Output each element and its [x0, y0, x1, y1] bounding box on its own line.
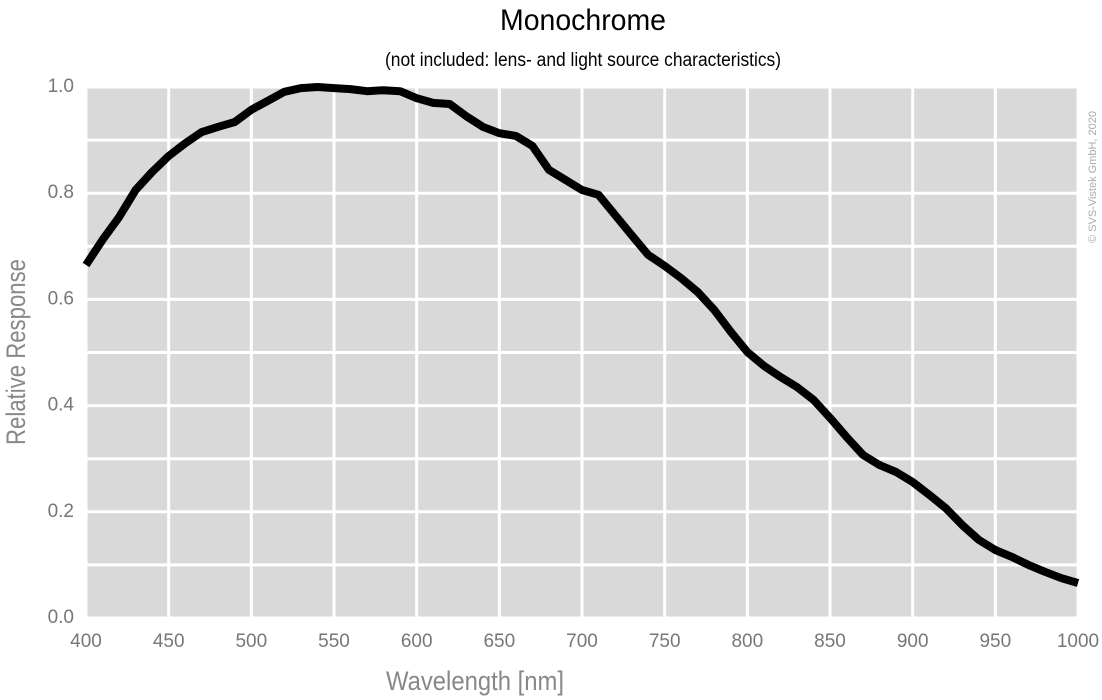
chart-title: Monochrome — [500, 4, 666, 37]
x-tick-label: 500 — [235, 631, 267, 652]
copyright: © SVS-Vistek GmbH, 2020 — [1087, 111, 1099, 243]
y-tick-label: 0.0 — [48, 607, 74, 628]
x-axis-label: Wavelength [nm] — [386, 666, 564, 696]
y-tick-label: 0.8 — [48, 182, 74, 203]
response-line — [82, 83, 1080, 587]
x-tick-label: 800 — [731, 631, 763, 652]
x-tick-label: 700 — [566, 631, 598, 652]
y-tick-label: 0.2 — [48, 501, 74, 522]
y-tick-label: 1.0 — [48, 76, 74, 97]
y-tick-label: 0.6 — [48, 288, 74, 309]
x-tick-label: 450 — [153, 631, 185, 652]
x-tick-label: 850 — [814, 631, 846, 652]
x-tick-label: 400 — [70, 631, 102, 652]
chart-subtitle: (not included: lens- and light source ch… — [385, 50, 781, 71]
x-tick-label: 550 — [318, 631, 350, 652]
y-axis-label: Relative Response — [1, 259, 31, 445]
x-tick-label: 1000 — [1057, 631, 1099, 652]
x-tick-label: 950 — [979, 631, 1011, 652]
x-tick-label: 750 — [649, 631, 681, 652]
x-tick-label: 900 — [897, 631, 929, 652]
y-tick-label: 0.4 — [48, 395, 75, 416]
x-tick-label: 600 — [401, 631, 433, 652]
x-tick-label: 650 — [483, 631, 515, 652]
grid — [84, 85, 1080, 620]
